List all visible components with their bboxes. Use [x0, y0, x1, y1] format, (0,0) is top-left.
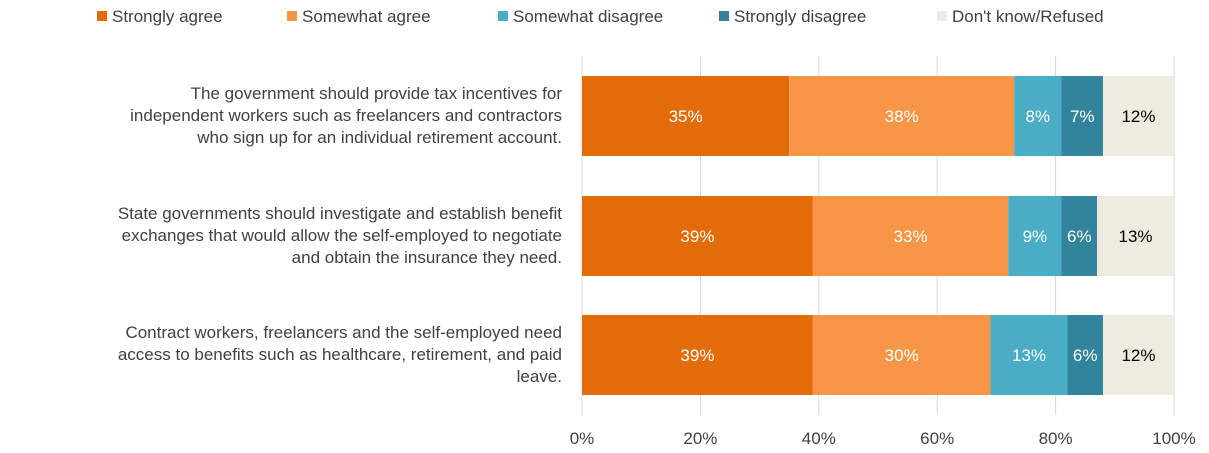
x-tick-label: 20%	[683, 429, 717, 448]
bar-segment	[1008, 196, 1062, 276]
bar-segment	[1061, 196, 1098, 276]
data-label: 38%	[885, 107, 919, 126]
x-tick-label: 80%	[1039, 429, 1073, 448]
bar-segment	[1061, 76, 1103, 156]
data-label: 6%	[1067, 227, 1092, 246]
x-axis: 0% 20% 40% 60% 80% 100%	[570, 429, 1196, 448]
data-label: 12%	[1121, 107, 1155, 126]
bar-segment	[582, 196, 813, 276]
category-label: The government should provide tax incent…	[130, 84, 562, 147]
category-label-line: The government should provide tax incent…	[191, 84, 563, 103]
category-labels: The government should provide tax incent…	[118, 84, 563, 386]
x-tick-label: 0%	[570, 429, 595, 448]
data-label: 13%	[1012, 346, 1046, 365]
data-label: 39%	[680, 346, 714, 365]
category-label-line: State governments should investigate and…	[118, 204, 562, 223]
data-label: 7%	[1070, 107, 1095, 126]
bar-segment	[1067, 315, 1103, 395]
bar-segment	[812, 196, 1009, 276]
category-label-line: and obtain the insurance they need.	[292, 248, 562, 267]
legend-label: Strongly disagree	[734, 7, 866, 26]
bar-segment	[582, 315, 813, 395]
data-label: 12%	[1121, 346, 1155, 365]
data-label: 35%	[669, 107, 703, 126]
bar-segment	[789, 76, 1015, 156]
category-label-line: Contract workers, freelancers and the se…	[125, 323, 562, 342]
bar-segment	[1102, 76, 1174, 156]
data-label: 30%	[885, 346, 919, 365]
bar-segment	[1014, 76, 1062, 156]
bar-segment	[582, 76, 790, 156]
data-label: 6%	[1073, 346, 1098, 365]
bar-segment	[1097, 196, 1174, 276]
legend-swatch	[498, 11, 508, 21]
category-label: Contract workers, freelancers and the se…	[118, 323, 562, 386]
legend: Strongly agree Somewhat agree Somewhat dis…	[97, 7, 1104, 26]
legend-swatch	[97, 11, 107, 21]
legend-label: Somewhat disagree	[513, 7, 663, 26]
data-label: 33%	[894, 227, 928, 246]
bar-segment	[990, 315, 1068, 395]
bar-segment	[1102, 315, 1174, 395]
category-label-line: access to benefits such as healthcare, r…	[118, 345, 562, 364]
data-label: 8%	[1026, 107, 1051, 126]
data-label: 13%	[1119, 227, 1153, 246]
category-label-line: independent workers such as freelancers …	[130, 106, 562, 125]
x-tick-label: 40%	[802, 429, 836, 448]
data-label: 39%	[680, 227, 714, 246]
legend-swatch	[287, 11, 297, 21]
category-label-line: who sign up for an individual retirement…	[196, 128, 562, 147]
x-tick-label: 60%	[920, 429, 954, 448]
legend-swatch	[937, 11, 947, 21]
legend-swatch	[719, 11, 729, 21]
category-label-line: leave.	[517, 367, 562, 386]
legend-label: Strongly agree	[112, 7, 223, 26]
bar-segment	[812, 315, 991, 395]
bars: 35% 38% 8% 7% 12% 39% 33% 9% 6% 13% 39% 30% 13% 6% 12%	[582, 76, 1174, 395]
legend-label: Don't know/Refused	[952, 7, 1104, 26]
data-label: 9%	[1023, 227, 1048, 246]
category-label-line: exchanges that would allow the self-empl…	[122, 226, 562, 245]
category-label: State governments should investigate and…	[118, 204, 562, 267]
x-tick-label: 100%	[1152, 429, 1195, 448]
legend-label: Somewhat agree	[302, 7, 431, 26]
